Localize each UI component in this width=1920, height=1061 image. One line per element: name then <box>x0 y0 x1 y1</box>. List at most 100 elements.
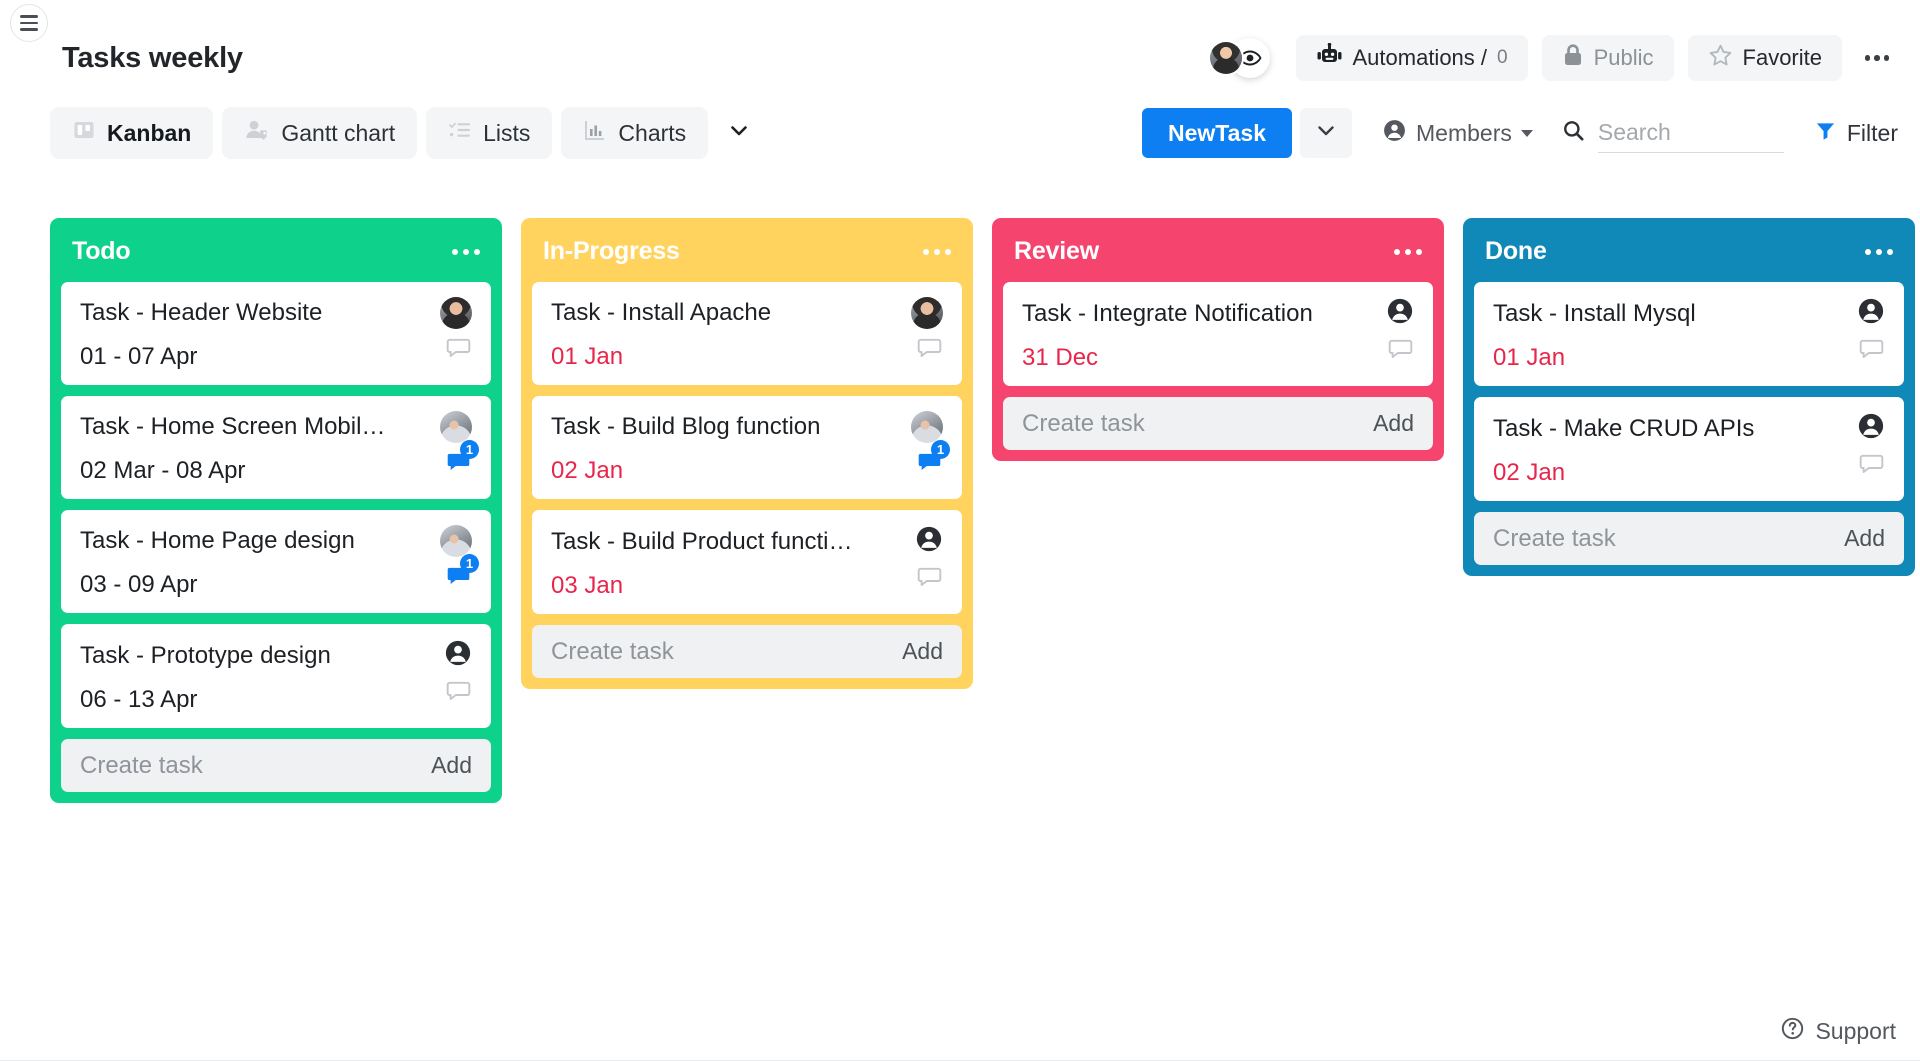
assignee-placeholder-icon[interactable] <box>1857 297 1885 330</box>
comment-icon[interactable] <box>445 334 472 366</box>
comment-icon[interactable] <box>1387 335 1414 367</box>
task-date: 06 - 13 Apr <box>80 686 198 713</box>
task-card[interactable]: Task - Build Blog function 02 Jan 1 <box>532 396 962 499</box>
assignee-avatar[interactable] <box>911 297 943 329</box>
task-card[interactable]: Task - Make CRUD APIs 02 Jan <box>1474 397 1904 501</box>
comment-count-badge: 1 <box>460 440 479 459</box>
create-task-row: Add <box>1003 397 1433 450</box>
task-date: 01 - 07 Apr <box>80 343 198 370</box>
column-more-options-button[interactable] <box>1392 243 1424 261</box>
support-button[interactable]: Support <box>1780 1016 1896 1047</box>
task-card[interactable]: Task - Home Screen Mobil… 02 Mar - 08 Ap… <box>61 396 491 499</box>
visibility-button[interactable]: Public <box>1541 35 1674 81</box>
column-more-options-button[interactable] <box>921 243 953 261</box>
column-more-options-button[interactable] <box>1863 243 1895 261</box>
tab-kanban[interactable]: Kanban <box>50 107 214 159</box>
assignee-placeholder-icon[interactable] <box>1386 297 1414 330</box>
task-card[interactable]: Task - Prototype design 06 - 13 Apr <box>61 624 491 728</box>
task-card[interactable]: Task - Install Apache 01 Jan <box>532 282 962 385</box>
search-input[interactable] <box>1597 119 1784 146</box>
filter-button[interactable]: Filter <box>1814 119 1898 148</box>
task-date: 03 - 09 Apr <box>80 571 198 598</box>
task-card-top: Task - Make CRUD APIs <box>1493 412 1885 445</box>
search-icon[interactable] <box>1561 118 1586 148</box>
tab-charts-label: Charts <box>618 119 687 146</box>
column-title: In-Progress <box>543 237 680 265</box>
add-task-button[interactable]: Add <box>431 752 472 778</box>
support-label: Support <box>1815 1018 1896 1044</box>
comment-icon[interactable] <box>445 677 472 709</box>
more-horizontal-icon <box>1887 248 1893 255</box>
star-icon <box>1708 43 1733 74</box>
more-horizontal-icon <box>1865 248 1871 255</box>
task-card-top: Task - Install Mysql <box>1493 297 1885 330</box>
tab-lists[interactable]: Lists <box>426 107 553 159</box>
create-task-input[interactable] <box>80 751 380 780</box>
favorite-button[interactable]: Favorite <box>1687 35 1842 81</box>
lock-icon <box>1562 43 1584 74</box>
kanban-board: Todo Task - Header Website 01 - 07 Apr T… <box>50 218 1915 803</box>
task-date: 02 Jan <box>1493 459 1566 486</box>
more-horizontal-icon <box>1876 248 1882 255</box>
task-card-bottom: 01 - 07 Apr <box>80 329 472 371</box>
automations-button[interactable]: Automations / 0 <box>1295 35 1528 81</box>
comment-count-indicator[interactable]: 1 <box>445 554 479 594</box>
add-task-button[interactable]: Add <box>902 638 943 664</box>
add-task-button[interactable]: Add <box>1373 410 1414 436</box>
task-card-top: Task - Header Website <box>80 297 472 329</box>
assignee-placeholder-icon[interactable] <box>915 525 943 558</box>
comment-count-indicator[interactable]: 1 <box>445 440 479 480</box>
chevron-down-icon <box>1315 120 1337 147</box>
person-icon <box>1382 118 1407 149</box>
board-more-options-button[interactable] <box>1856 37 1898 79</box>
assignee-avatar[interactable] <box>911 411 943 443</box>
kanban-column: In-Progress Task - Install Apache 01 Jan… <box>521 218 973 689</box>
task-card[interactable]: Task - Integrate Notification 31 Dec <box>1003 282 1433 386</box>
kanban-board-icon <box>72 118 96 148</box>
main-menu-button[interactable] <box>10 4 48 42</box>
task-date: 02 Jan <box>551 457 624 484</box>
create-task-input[interactable] <box>1493 524 1793 553</box>
create-task-input[interactable] <box>1022 409 1322 438</box>
task-card-bottom: 01 Jan <box>1493 330 1885 372</box>
assignee-placeholder-icon[interactable] <box>1857 412 1885 445</box>
task-card-top: Task - Prototype design <box>80 639 472 672</box>
more-views-button[interactable] <box>717 111 761 155</box>
task-card[interactable]: Task - Header Website 01 - 07 Apr <box>61 282 491 385</box>
comment-icon[interactable] <box>916 334 943 366</box>
column-more-options-button[interactable] <box>450 243 482 261</box>
more-horizontal-icon <box>1405 248 1411 255</box>
column-header: Todo <box>61 229 491 282</box>
new-task-dropdown-button[interactable] <box>1300 108 1353 158</box>
create-task-row: Add <box>1474 512 1904 565</box>
column-title: Done <box>1485 237 1547 265</box>
assignee-placeholder-icon[interactable] <box>444 639 472 672</box>
automations-label: Automations / <box>1352 45 1488 70</box>
comment-icon[interactable] <box>916 563 943 595</box>
members-dropdown[interactable]: Members <box>1382 118 1533 149</box>
create-task-input[interactable] <box>551 637 851 666</box>
task-card-bottom: 31 Dec <box>1022 330 1414 372</box>
watch-board-button[interactable] <box>1204 36 1282 80</box>
tab-gantt-chart[interactable]: Gantt chart <box>222 107 418 159</box>
task-card-bottom: 02 Jan 1 <box>551 440 950 485</box>
kanban-column: Review Task - Integrate Notification 31 … <box>992 218 1444 461</box>
assignee-avatar[interactable] <box>440 411 472 443</box>
more-horizontal-icon <box>1416 248 1422 255</box>
column-header: In-Progress <box>532 229 962 282</box>
tab-charts[interactable]: Charts <box>561 107 709 159</box>
chevron-down-icon <box>728 120 750 147</box>
bar-chart-icon <box>583 118 607 148</box>
add-task-button[interactable]: Add <box>1844 525 1885 551</box>
column-title: Review <box>1014 237 1099 265</box>
assignee-avatar[interactable] <box>440 525 472 557</box>
task-title: Task - Install Apache <box>551 299 772 326</box>
assignee-avatar[interactable] <box>440 297 472 329</box>
task-card[interactable]: Task - Home Page design 03 - 09 Apr 1 <box>61 510 491 613</box>
task-card[interactable]: Task - Build Product functi… 03 Jan <box>532 510 962 614</box>
comment-icon[interactable] <box>1858 335 1885 367</box>
task-card[interactable]: Task - Install Mysql 01 Jan <box>1474 282 1904 386</box>
new-task-button[interactable]: NewTask <box>1142 108 1293 158</box>
comment-count-indicator[interactable]: 1 <box>916 440 950 480</box>
comment-icon[interactable] <box>1858 450 1885 482</box>
